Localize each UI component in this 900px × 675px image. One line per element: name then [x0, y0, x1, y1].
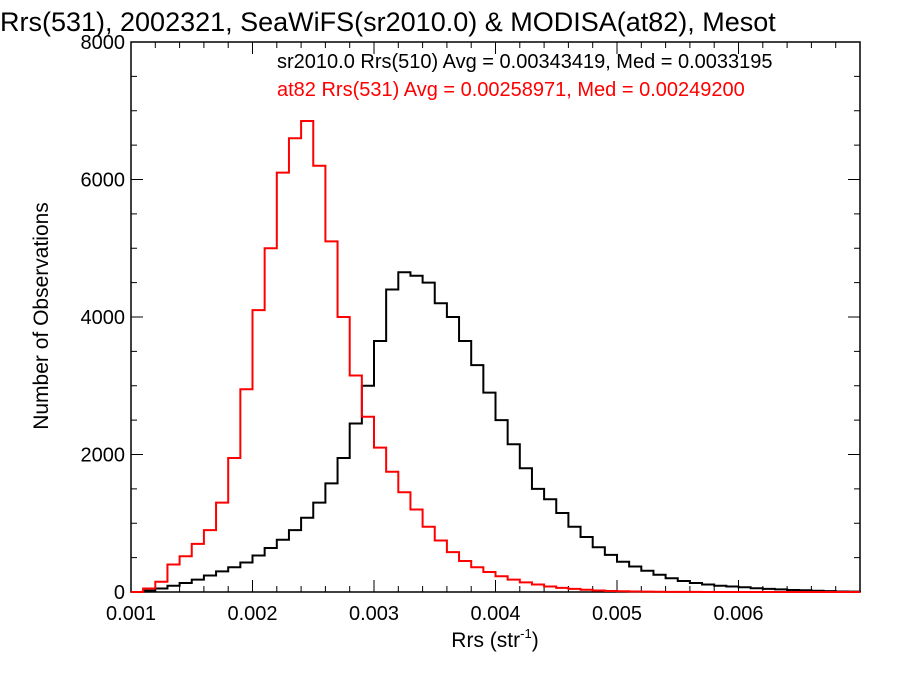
- x-axis-title: Rrs (str-1): [451, 626, 538, 652]
- x-axis-title-end: ): [532, 629, 539, 652]
- x-tick-label: 0.003: [349, 603, 399, 625]
- series-lines: [131, 120, 861, 593]
- y-tick-label: 4000: [81, 307, 126, 329]
- y-axis-title: Number of Observations: [30, 202, 53, 430]
- plot-frame: [130, 41, 861, 593]
- x-axis-ticks: 0.001 0.002 0.003 0.004 0.005 0.006: [106, 42, 861, 625]
- x-axis-title-sup: -1: [520, 626, 532, 641]
- legend: sr2010.0 Rrs(510) Avg = 0.00343419, Med …: [277, 51, 773, 101]
- y-tick-label: 2000: [81, 445, 126, 467]
- series-line-black: [131, 271, 861, 593]
- x-tick-label: 0.006: [713, 603, 763, 625]
- y-axis-ticks: 0 2000 4000 6000 8000: [81, 32, 860, 604]
- y-tick-label: 6000: [81, 170, 126, 192]
- legend-entry-red: at82 Rrs(531) Avg = 0.00258971, Med = 0.…: [277, 79, 745, 101]
- x-axis-title-main: Rrs (str: [451, 629, 520, 652]
- y-tick-label: 0: [114, 582, 125, 604]
- series-line-red: [131, 120, 860, 593]
- x-tick-label: 0.002: [227, 603, 277, 625]
- x-tick-label: 0.005: [592, 603, 642, 625]
- y-tick-label: 8000: [81, 32, 126, 54]
- x-tick-label: 0.001: [106, 603, 156, 625]
- chart-title: Rrs(531), 2002321, SeaWiFS(sr2010.0) & M…: [0, 7, 776, 37]
- x-tick-label: 0.004: [470, 603, 520, 625]
- legend-entry-black: sr2010.0 Rrs(510) Avg = 0.00343419, Med …: [277, 51, 773, 73]
- plot-border: [130, 41, 861, 593]
